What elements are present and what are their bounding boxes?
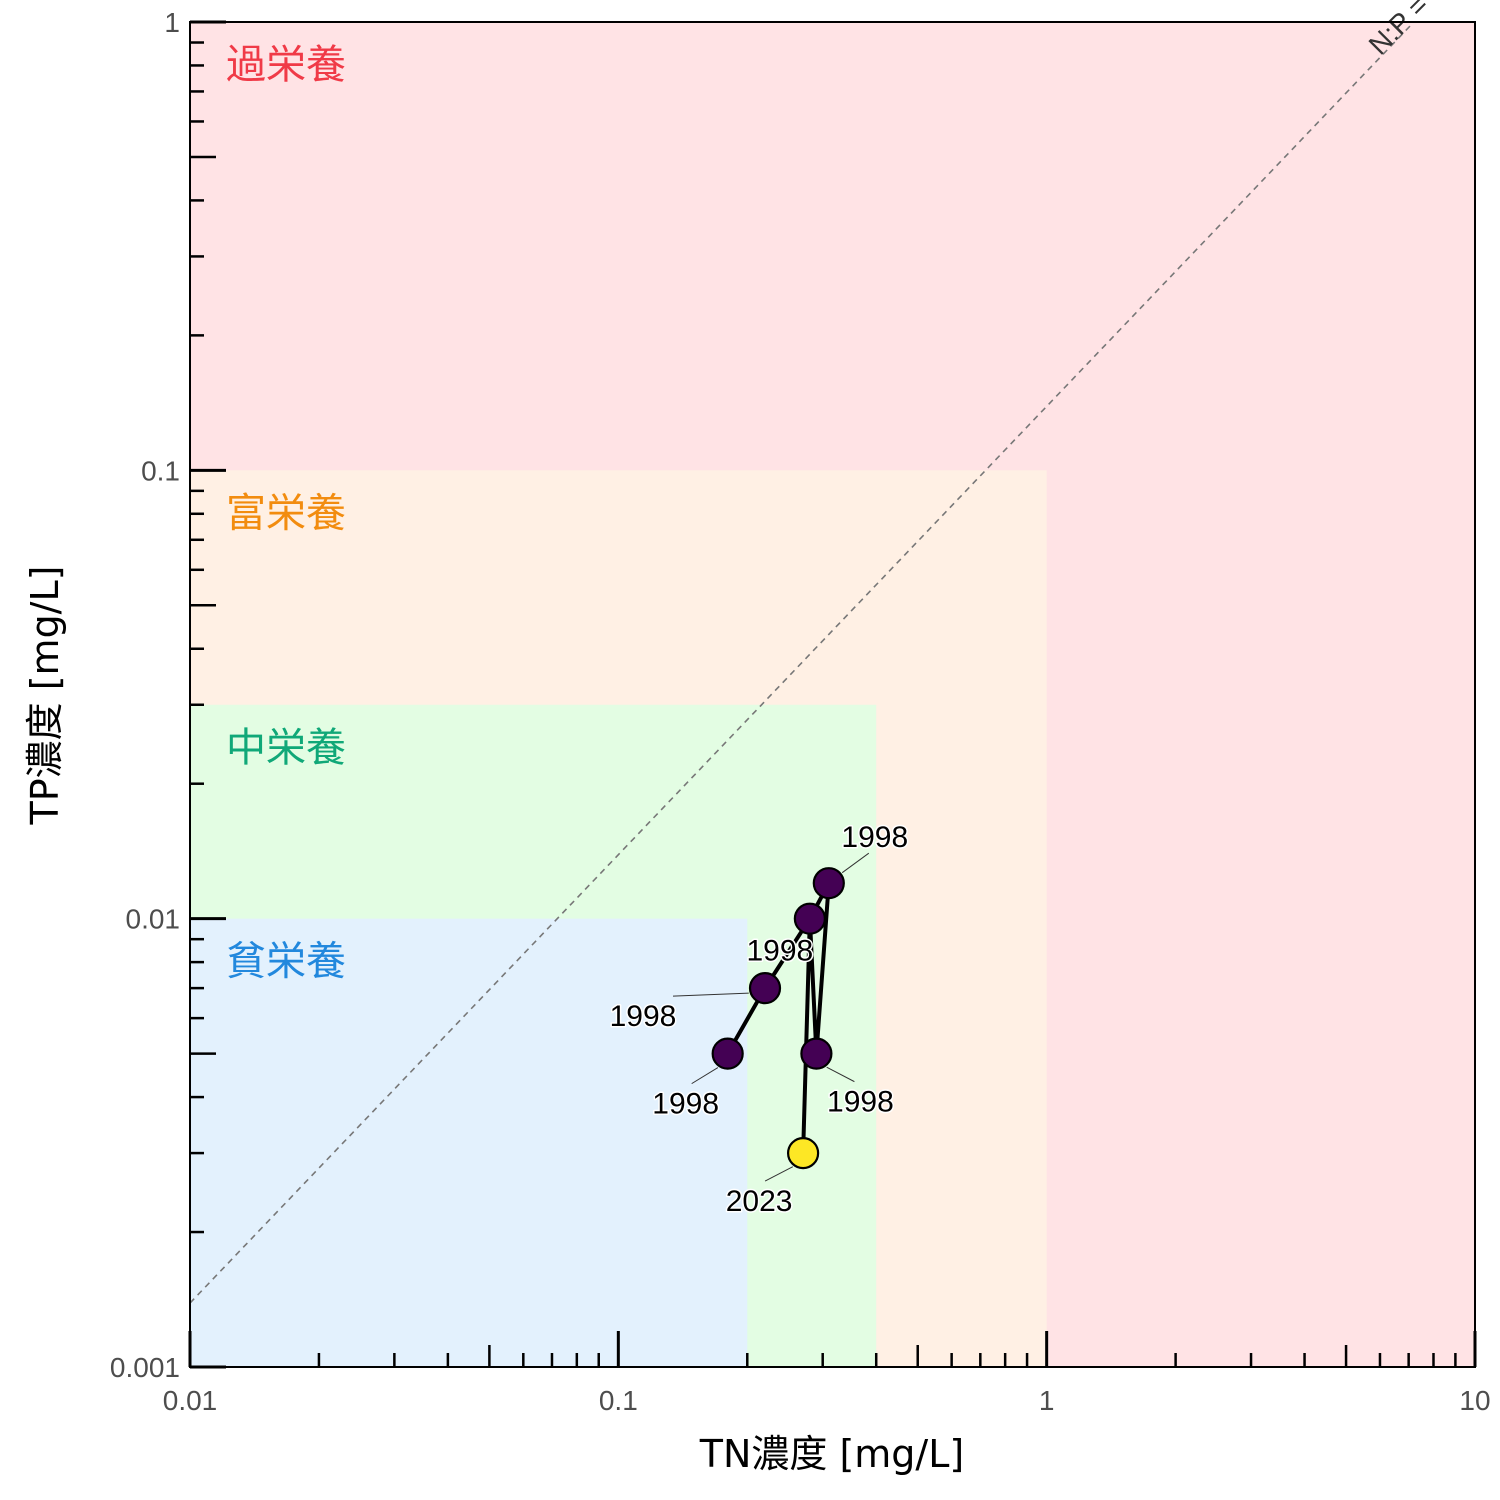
x-tick-label: 0.1 — [599, 1385, 638, 1416]
y-tick-label: 0.1 — [141, 455, 180, 486]
zone-3-area — [190, 918, 748, 1367]
data-series — [711, 867, 845, 1170]
zone-1-label: 富栄養 — [226, 490, 346, 536]
label-leader-3 — [841, 852, 870, 874]
y-axis-title: TP濃度 [mg/L] — [23, 566, 67, 826]
label-leader-0 — [691, 1067, 719, 1085]
label-leader-1 — [672, 992, 749, 997]
point-label-5: 2023 — [726, 1185, 793, 1218]
data-point-3 — [812, 867, 845, 900]
point-label-4: 1998 — [827, 1086, 894, 1119]
point-label-0: 1998 — [652, 1088, 719, 1121]
data-point-0 — [711, 1037, 744, 1070]
label-leader-5 — [764, 1166, 794, 1182]
zone-3-label: 貧栄養 — [226, 939, 346, 985]
data-point-4 — [800, 1037, 833, 1070]
label-leader-4 — [826, 1066, 855, 1083]
x-tick-label: 0.01 — [163, 1385, 218, 1416]
y-tick-label: 0.001 — [110, 1352, 180, 1383]
zone-0-label: 過栄養 — [226, 42, 346, 88]
x-tick-label: 1 — [1039, 1385, 1055, 1416]
x-tick-label: 10 — [1459, 1385, 1490, 1416]
np-ratio-line — [189, 21, 1415, 1304]
point-labels: 1998 1998 1998 1998 1998 2023 — [608, 820, 910, 1220]
data-point-1 — [748, 972, 782, 1005]
point-label-1: 1998 — [610, 1000, 677, 1033]
point-label-2: 1998 — [746, 935, 813, 968]
x-axis-title: TN濃度 [mg/L] — [699, 1432, 964, 1476]
y-tick-label: 0.01 — [126, 904, 181, 935]
data-point-2 — [793, 902, 826, 935]
point-label-3: 1998 — [841, 821, 908, 854]
y-tick-label: 1 — [164, 7, 180, 38]
zone-2-label: 中栄養 — [226, 725, 346, 771]
data-point-5 — [787, 1136, 820, 1170]
plot-frame — [189, 21, 1476, 1368]
